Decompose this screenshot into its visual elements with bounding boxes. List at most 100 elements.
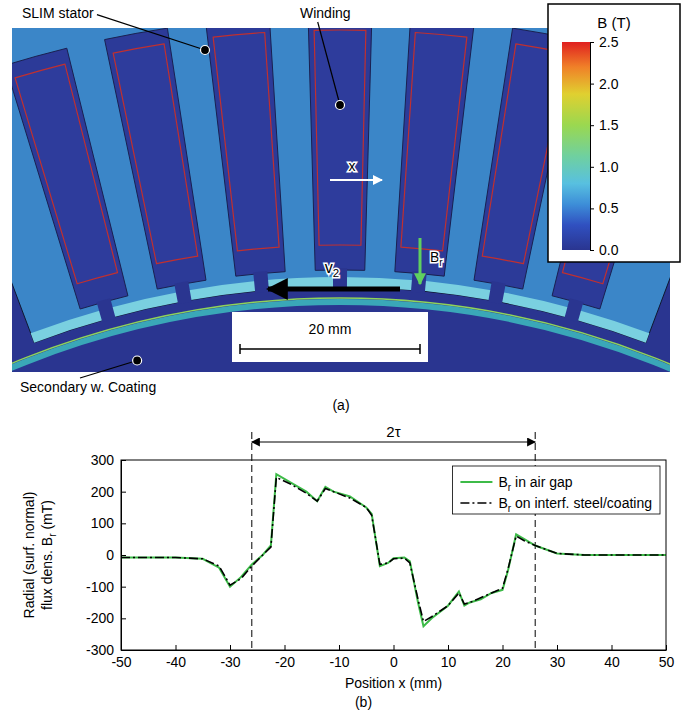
y-tick: -100 (86, 579, 126, 595)
text-part: in air gap (511, 474, 573, 490)
scale-bar (240, 344, 420, 354)
x-tick-mark (666, 645, 667, 650)
y-tick-label: -200 (86, 610, 114, 626)
colorbar-tick: 1.0 (590, 159, 619, 175)
x-tick-label: -40 (166, 654, 186, 670)
flux-arrow (419, 238, 422, 284)
x-tick-mark (612, 645, 613, 650)
callout-dot (201, 46, 210, 55)
y-tick-label: 100 (91, 515, 115, 531)
y-tick: -300 (86, 642, 126, 658)
text-part: B (39, 537, 55, 546)
x-tick-label: 0 (390, 654, 398, 670)
flux-label: Br (430, 249, 443, 268)
x-tick-mark (176, 645, 177, 650)
colorbar-tick-mark (590, 250, 594, 251)
colorbar-tick-mark (590, 84, 594, 85)
y-tick-mark (121, 492, 126, 493)
colorbar-tick: 2.5 (590, 34, 619, 50)
legend-box (452, 466, 660, 514)
y-tick-label: 200 (91, 484, 115, 500)
series-line (121, 477, 666, 621)
y-tick-label: 0 (106, 547, 114, 563)
x-tick-label: 40 (604, 654, 620, 670)
slot (308, 28, 372, 270)
annotation-arrow (252, 442, 535, 443)
x-tick-label: -50 (111, 654, 131, 670)
x-arrow (330, 179, 382, 181)
y-tick: -200 (86, 610, 126, 626)
x-label: x (349, 158, 356, 174)
x-tick-label: -20 (275, 654, 295, 670)
y-tick-mark (121, 460, 126, 461)
text-part: B (430, 249, 439, 265)
x-tick: 50 (659, 645, 675, 670)
plot-lines (121, 474, 666, 626)
x-tick: -20 (275, 645, 295, 670)
text-part: flux dens. (39, 546, 55, 610)
y-axis-title: flux dens. Br (mT) (39, 500, 58, 610)
x-tick: -10 (329, 645, 349, 670)
colorbar-tick-mark (590, 125, 594, 126)
velocity-label: v2 (325, 259, 339, 279)
x-tick-mark (557, 645, 558, 650)
annotation-line (251, 432, 252, 650)
x-axis-title: Position x (mm) (345, 675, 442, 691)
colorbar-title: B (T) (597, 14, 630, 31)
callout-label: SLIM stator (22, 5, 94, 21)
callout-dot (336, 101, 345, 110)
x-tick: 30 (550, 645, 566, 670)
y-tick-mark (121, 618, 126, 619)
text-part: B (498, 495, 507, 511)
callout-label: Secondary w. Coating (20, 379, 156, 395)
x-tick: 20 (495, 645, 511, 670)
slot-opening (174, 281, 192, 304)
annotation-label: 2τ (386, 423, 400, 440)
winding (213, 33, 279, 251)
callout-label: Winding (300, 5, 351, 21)
text-part: B (498, 474, 507, 490)
legend-label: Br on interf. steel/coating (498, 495, 652, 514)
x-axis: -50 -40 -30 -20 -10 0 10 20 30 40 50 (111, 645, 674, 670)
text-part: on interf. steel/coating (511, 495, 652, 511)
winding (15, 64, 117, 284)
colorbar-tick: 0.5 (590, 200, 619, 216)
text-part: x (349, 158, 356, 174)
x-tick-label: -30 (220, 654, 240, 670)
legend-label: Br in air gap (498, 474, 572, 493)
colorbar-tick-label: 0.0 (599, 242, 619, 258)
slot-opening (97, 298, 116, 322)
y-tick-label: 300 (91, 452, 115, 468)
colorbar-axis: 0.00.51.01.52.02.5 (590, 34, 619, 258)
colorbar-tick-mark (590, 208, 594, 209)
colorbar-tick-label: 0.5 (599, 200, 619, 216)
y-tick: 0 (106, 547, 126, 563)
x-tick-mark (503, 645, 504, 650)
colorbar (562, 42, 590, 250)
text-part: Position x (mm) (345, 675, 442, 691)
coating-edge (12, 298, 670, 372)
scale-bar-box (232, 312, 428, 362)
callout-line (318, 22, 340, 105)
callout-dot (133, 356, 142, 365)
x-axis-line (122, 650, 667, 651)
y-tick: 300 (91, 452, 126, 468)
x-tick-mark (394, 645, 395, 650)
scale-bar-label: 20 mm (309, 321, 352, 337)
secondary (12, 298, 670, 372)
x-tick-label: -10 (329, 654, 349, 670)
slot-opening (253, 271, 269, 293)
legend-swatch (460, 502, 492, 504)
x-tick: 40 (604, 645, 620, 670)
winding (113, 44, 198, 264)
y-tick-label: -100 (86, 579, 114, 595)
stator (12, 28, 670, 343)
text-part: v (325, 259, 333, 276)
y-tick-mark (121, 587, 126, 588)
colorbar-tick: 1.5 (590, 117, 619, 133)
subscript: 2 (333, 267, 339, 279)
figure: x Br v2 20 mm SLIM stator Winding Secondary w.… (0, 0, 683, 717)
x-tick-label: 10 (441, 654, 457, 670)
colorbar-tick-mark (590, 167, 594, 168)
plot-frame (121, 460, 666, 650)
